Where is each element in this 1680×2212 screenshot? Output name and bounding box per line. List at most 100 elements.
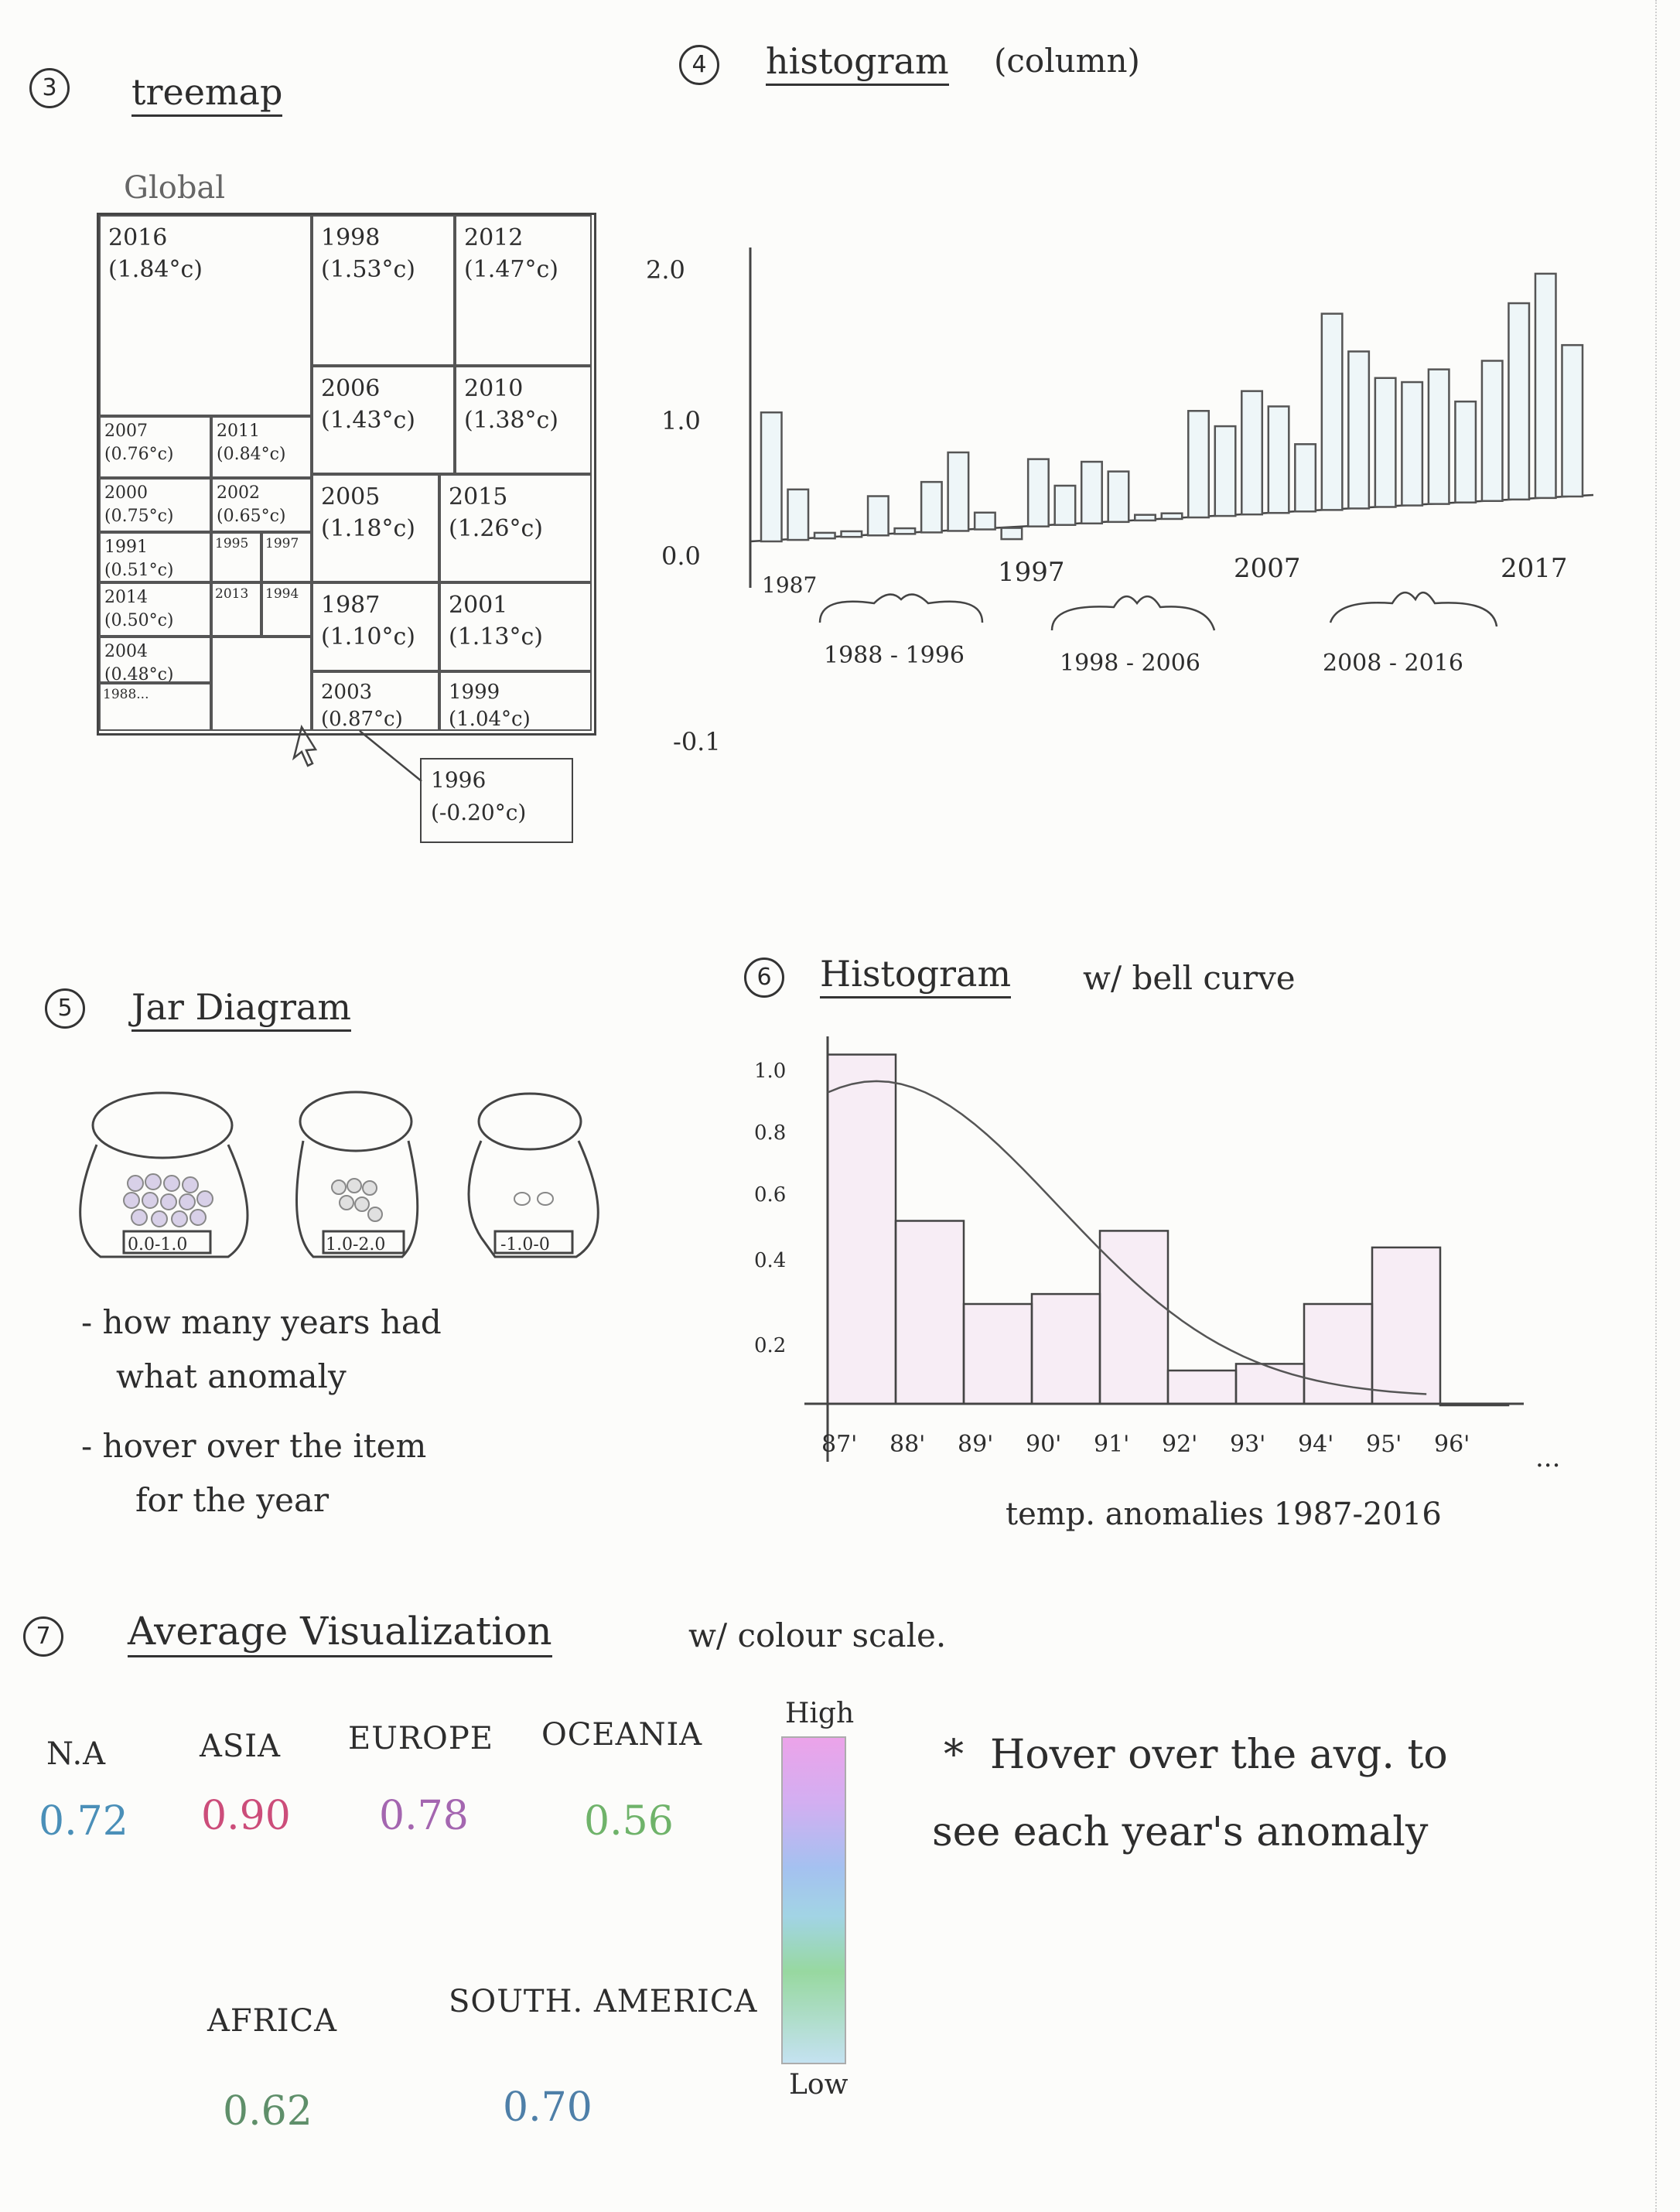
x-label: 2007 (1234, 553, 1301, 584)
histogram-bar[interactable] (1098, 1230, 1170, 1405)
region-value-africa[interactable]: 0.62 (223, 2088, 312, 2135)
jar (79, 1091, 249, 1258)
hover-note-line: see each year's anomaly (932, 1809, 1429, 1855)
colour-scale-bar (781, 1736, 846, 2064)
treemap-cell[interactable]: 1991 (0.51°c) (99, 532, 211, 582)
histogram-bar[interactable] (973, 511, 996, 531)
histogram-bar[interactable] (1439, 1402, 1510, 1407)
region-value-europe[interactable]: 0.78 (379, 1793, 469, 1839)
treemap-cell[interactable]: 2001 (1.13°c) (439, 582, 592, 671)
histogram-bar[interactable] (1480, 360, 1504, 502)
bell-title: Histogram (820, 953, 1012, 998)
region-label-south-america: SOUTH. AMERICA (449, 1984, 758, 2019)
histogram-bar[interactable] (1000, 527, 1023, 541)
treemap-cell[interactable]: 1997 (261, 532, 312, 582)
x-tick-label: 89' (958, 1431, 994, 1458)
treemap-cell[interactable]: 2002 (0.65°c) (211, 478, 312, 532)
histogram-bar[interactable] (1561, 343, 1584, 498)
treemap-cell[interactable]: 2012 (1.47°c) (455, 215, 592, 366)
treemap-cell[interactable]: 2004 (0.48°c) (99, 637, 211, 683)
histogram-bar[interactable] (1401, 381, 1424, 507)
jar-diagram (79, 1091, 599, 1258)
histogram-bar[interactable] (840, 530, 863, 538)
y-tick-label: -0.1 (673, 727, 721, 756)
treemap-cell[interactable]: 2011 (0.84°c) (211, 416, 312, 478)
histogram-bar[interactable] (1133, 514, 1156, 522)
histogram-bar[interactable] (893, 527, 917, 535)
treemap-cell[interactable]: 1987 (1.10°c) (312, 582, 439, 671)
histogram-bar[interactable] (1107, 470, 1130, 524)
histogram-bar[interactable] (1030, 1292, 1101, 1405)
treemap-heading: Global (124, 170, 226, 206)
treemap-cell-cluster[interactable] (211, 637, 312, 731)
histogram-bar[interactable] (947, 451, 970, 532)
histogram-bar[interactable] (1508, 302, 1531, 501)
treemap-cell[interactable]: 1994 (261, 582, 312, 637)
histogram-bar[interactable] (1427, 368, 1450, 505)
x-tick-label: 87' (821, 1431, 858, 1458)
histogram-bar[interactable] (962, 1302, 1033, 1405)
x-tick-label: 91' (1094, 1431, 1130, 1458)
treemap-cell[interactable]: 1988... (99, 683, 211, 731)
x-label: 1987 (762, 572, 818, 598)
y-tick-label: 0.6 (754, 1183, 787, 1207)
jar (467, 1092, 599, 1258)
histogram-bar[interactable] (894, 1220, 965, 1405)
histogram-bar[interactable] (1303, 1302, 1374, 1405)
histogram-bar[interactable] (866, 495, 890, 537)
treemap-cell[interactable]: 2007 (0.76°c) (99, 416, 211, 478)
histogram-bar[interactable] (760, 411, 783, 543)
treemap-cell[interactable]: 2016 (1.84°c) (99, 215, 312, 416)
treemap-cell[interactable]: 2003 (0.87°c) (312, 671, 439, 731)
region-value-asia[interactable]: 0.90 (201, 1793, 291, 1839)
treemap-cell[interactable]: 1998 (1.53°c) (312, 215, 455, 366)
treemap-cell[interactable]: 2015 (1.26°c) (439, 474, 592, 582)
histogram-bar[interactable] (787, 488, 810, 541)
histogram-bar[interactable] (1080, 460, 1103, 525)
treemap-cell[interactable]: 2014 (0.50°c) (99, 582, 211, 637)
region-value-south-america[interactable]: 0.70 (503, 2084, 592, 2131)
histogram-bar[interactable] (1374, 377, 1397, 508)
histogram-bar[interactable] (1166, 1369, 1238, 1405)
histogram-bar[interactable] (1320, 312, 1344, 511)
treemap-cell[interactable]: 2006 (1.43°c) (312, 366, 455, 474)
x-axis-continuation: ... (1535, 1442, 1561, 1473)
region-label-oceania: OCEANIA (541, 1717, 703, 1753)
averages-title-suffix: w/ colour scale. (688, 1616, 947, 1654)
histogram-bar[interactable] (1241, 390, 1264, 516)
histogram-bar[interactable] (1371, 1246, 1442, 1405)
histogram-bar[interactable] (920, 480, 943, 534)
jar-note: - hover over the item (81, 1427, 427, 1465)
x-label: 1997 (998, 557, 1065, 588)
treemap-cell[interactable]: 2005 (1.18°c) (312, 474, 439, 582)
histogram-bar[interactable] (1454, 400, 1477, 504)
x-tick-label: 96' (1434, 1431, 1470, 1458)
section-number-averages: 7 (23, 1616, 63, 1657)
treemap-cell[interactable]: 2010 (1.38°c) (455, 366, 592, 474)
histogram-bar[interactable] (1294, 443, 1317, 513)
histogram-bar[interactable] (1234, 1363, 1306, 1405)
histogram-bar[interactable] (813, 531, 836, 540)
jar-label: 1.0-2.0 (326, 1235, 386, 1254)
histogram-bar[interactable] (1187, 410, 1210, 519)
histogram-bar[interactable] (1053, 484, 1077, 526)
histogram-bar[interactable] (1160, 512, 1183, 521)
bell-x-labels: 87' 88' 89' 90' 91' 92' 93' 94' 95' 96' (804, 1431, 1531, 1470)
bell-histogram-chart (804, 1036, 1524, 1462)
histogram-bar[interactable] (1214, 425, 1237, 517)
region-value-na[interactable]: 0.72 (39, 1798, 128, 1845)
bell-curve (827, 1080, 1427, 1395)
page-margin-line (1655, 0, 1657, 2212)
region-value-oceania[interactable]: 0.56 (584, 1798, 674, 1845)
histogram-bar[interactable] (826, 1053, 897, 1405)
histogram-bar[interactable] (1534, 272, 1557, 500)
x-tick-label: 95' (1366, 1431, 1402, 1458)
x-tick-label: 93' (1230, 1431, 1266, 1458)
treemap-cell[interactable]: 2000 (0.75°c) (99, 478, 211, 532)
treemap-cell[interactable]: 1999 (1.04°c) (439, 671, 592, 731)
treemap-cell[interactable]: 1995 (211, 532, 261, 582)
histogram-bar[interactable] (1347, 350, 1371, 510)
treemap-cell[interactable]: 2013 (211, 582, 261, 637)
histogram-bar[interactable] (1026, 458, 1050, 527)
histogram-bar[interactable] (1267, 405, 1290, 514)
